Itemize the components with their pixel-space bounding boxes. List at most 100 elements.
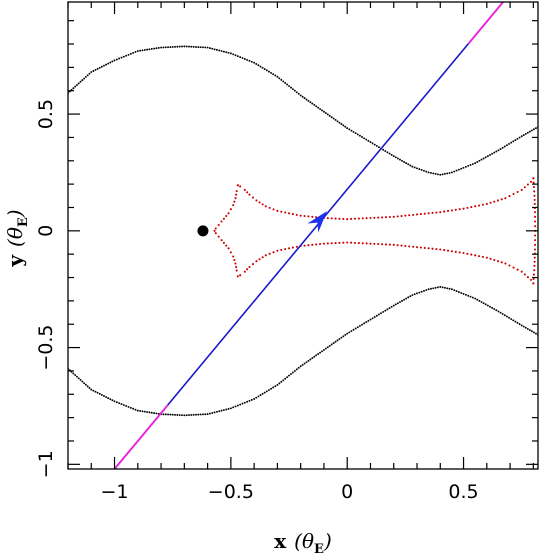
critical-curve-upper-point — [134, 51, 137, 53]
caustic-point — [225, 214, 228, 218]
critical-curve-upper-point — [503, 145, 506, 148]
critical-curve-lower-point — [522, 325, 525, 328]
critical-curve-lower-point — [103, 395, 105, 397]
caustic-point — [338, 217, 341, 220]
y-tick-label: −0.5 — [35, 325, 57, 371]
caustic-point — [400, 214, 403, 218]
caustic-point — [284, 211, 287, 214]
caustic-point — [272, 251, 275, 254]
critical-curve-upper-point — [528, 130, 531, 133]
critical-curve-lower-point — [278, 382, 281, 385]
critical-curve-lower-point — [297, 366, 300, 369]
critical-curve-lower-point — [526, 327, 529, 330]
critical-curve-lower-point — [153, 412, 156, 415]
caustic-point — [446, 249, 450, 252]
caustic-point — [353, 217, 357, 220]
critical-curve-upper-point — [361, 136, 363, 138]
critical-curve-lower-point — [409, 295, 412, 298]
critical-curve-upper-point — [303, 97, 306, 100]
caustic-point — [361, 217, 364, 220]
caustic-point — [512, 193, 515, 196]
critical-curve-upper-point — [394, 156, 397, 159]
critical-curve-upper-point — [141, 49, 144, 52]
critical-curve-lower-point — [439, 285, 442, 288]
critical-curve-upper-point — [486, 155, 489, 158]
caustic-point — [357, 217, 360, 220]
critical-curve-lower-point — [164, 413, 167, 416]
critical-curve-lower-point — [324, 347, 327, 350]
caustic-point — [330, 217, 333, 220]
critical-curve-lower-point — [346, 332, 349, 335]
caustic-point — [526, 183, 529, 186]
critical-curve-upper-point — [434, 172, 437, 175]
critical-curve-lower-point — [272, 386, 275, 389]
critical-curve-upper-point — [377, 146, 380, 149]
critical-curve-lower-point — [174, 413, 176, 416]
caustic-point — [272, 208, 275, 211]
critical-curve-lower-point — [430, 287, 432, 290]
caustic-point — [357, 242, 360, 245]
critical-curve-upper-point — [88, 72, 91, 75]
critical-curve-lower-point — [213, 411, 216, 414]
critical-curve-lower-point — [243, 401, 246, 404]
critical-curve-lower-point — [467, 294, 470, 297]
caustic-point — [431, 247, 434, 250]
critical-curve-upper-point — [155, 47, 158, 50]
critical-curve-upper-point — [526, 131, 529, 134]
y-tick-label: 0 — [35, 225, 57, 237]
caustic-point — [326, 242, 329, 245]
critical-curve-lower-point — [239, 403, 242, 406]
critical-curve-lower-point — [204, 413, 207, 416]
critical-curve-lower-point — [295, 368, 298, 371]
critical-curve-lower-point — [367, 319, 370, 322]
critical-curve-lower-point — [86, 385, 89, 388]
caustic-point — [251, 263, 255, 266]
critical-curve-lower-point — [420, 290, 423, 293]
critical-curve-upper-point — [460, 167, 463, 170]
critical-curve-lower-point — [236, 404, 239, 407]
caustic-point — [493, 258, 496, 262]
caustic-point — [251, 196, 255, 199]
critical-curve-lower-point — [384, 309, 387, 312]
caustic-point — [217, 235, 220, 238]
critical-curve-lower-point — [453, 289, 456, 292]
critical-curve-lower-point — [535, 332, 537, 335]
critical-curve-upper-point — [105, 63, 108, 66]
caustic-point — [462, 251, 465, 255]
critical-curve-lower-point — [334, 340, 337, 343]
caustic-point — [246, 268, 249, 271]
critical-curve-upper-point — [344, 125, 347, 128]
caustic-point — [478, 255, 481, 258]
critical-curve-upper-point — [420, 169, 423, 171]
caustic-point — [280, 210, 283, 213]
caustic-point — [523, 273, 526, 276]
caustic-point — [311, 243, 314, 246]
critical-curve-lower-point — [139, 410, 142, 412]
critical-curve-lower-point — [94, 390, 97, 393]
caustic-point — [533, 190, 536, 193]
critical-curve-upper-point — [257, 64, 260, 67]
critical-curve-lower-point — [255, 396, 258, 399]
critical-curve-lower-point — [499, 311, 502, 314]
critical-curve-upper-point — [332, 117, 335, 120]
critical-curve-upper-point — [113, 59, 116, 62]
critical-curve-upper-point — [516, 137, 519, 140]
critical-curve-lower-point — [427, 288, 430, 291]
caustic-point — [532, 186, 535, 189]
caustic-point — [276, 209, 279, 213]
caustic-point — [264, 205, 267, 208]
critical-curve-upper-point — [222, 50, 225, 53]
critical-curve-upper-point — [250, 60, 253, 63]
caustic-point — [419, 213, 422, 216]
caustic-point — [404, 244, 407, 248]
caustic-point — [255, 199, 258, 202]
critical-curve-lower-point — [401, 299, 403, 302]
caustic-point — [227, 212, 230, 215]
critical-curve-lower-point — [311, 357, 314, 360]
critical-curve-lower-point — [83, 382, 86, 385]
critical-curve-upper-point — [122, 55, 125, 58]
caustic-point — [443, 249, 446, 252]
critical-curve-upper-point — [293, 89, 296, 92]
x-axis-label: x (θE) — [274, 529, 332, 555]
critical-curve-lower-point — [423, 289, 425, 292]
